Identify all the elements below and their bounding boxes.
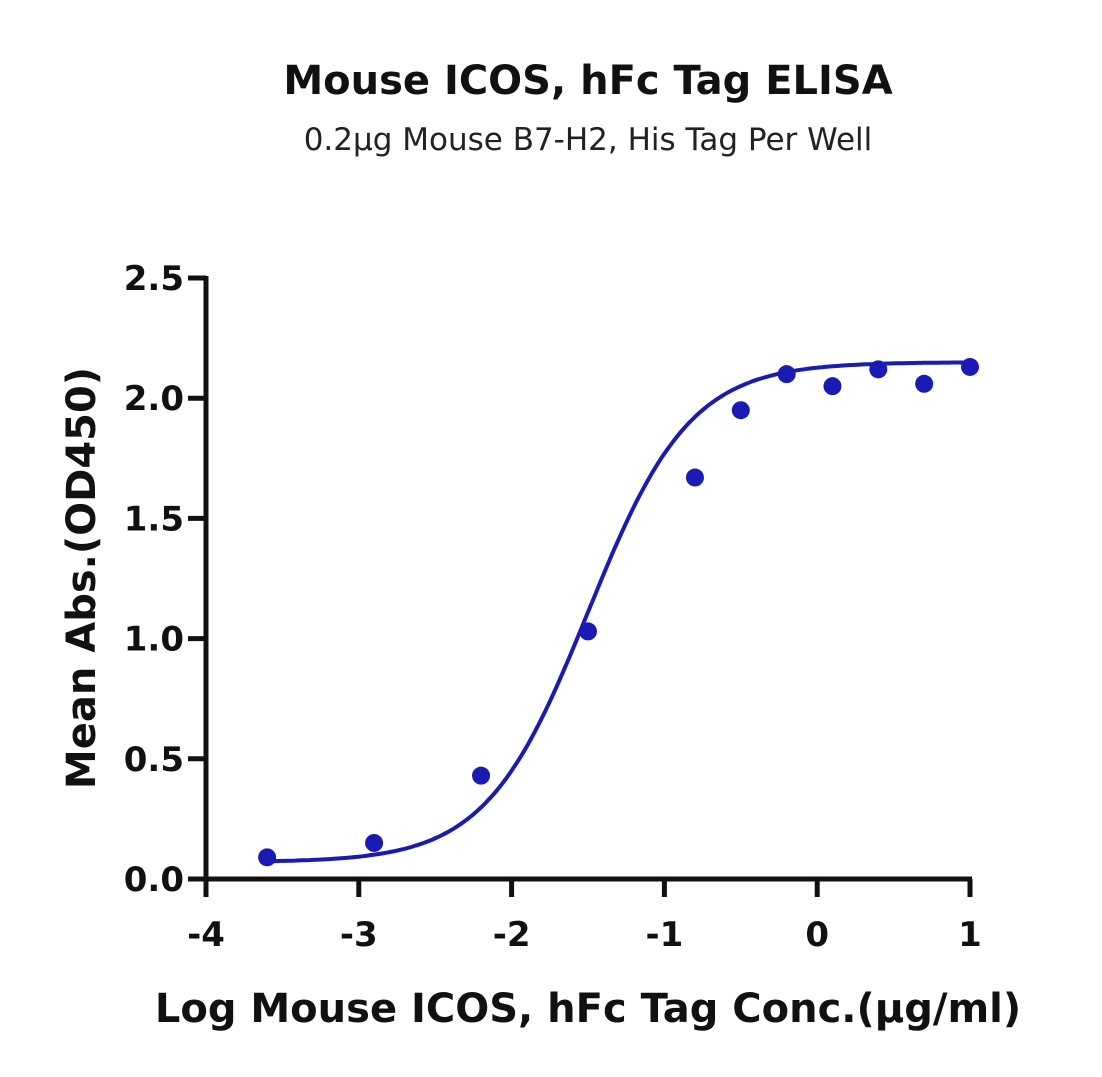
x-axis-label: Log Mouse ICOS, hFc Tag Conc.(µg/ml) [155,986,1021,1032]
y-tick-label: 2.0 [124,379,184,419]
data-point [869,360,888,379]
data-point [685,468,704,487]
y-ticks: 0.0 0.5 1.0 1.5 2.0 2.5 [124,259,206,900]
x-tick-label: -2 [493,915,531,955]
x-ticks: -4 -3 -2 -1 0 1 [187,879,982,955]
data-point [915,374,934,393]
data-point [961,357,979,376]
axes [203,276,972,882]
y-tick-label: 0.5 [124,740,184,780]
chart-subtitle: 0.2µg Mouse B7-H2, His Tag Per Well [304,122,873,158]
fit-curve [267,360,970,864]
y-tick-label: 1.5 [124,499,184,539]
chart-title: Mouse ICOS, hFc Tag ELISA [283,58,892,104]
data-points [258,357,979,867]
x-tick-label: -3 [340,915,378,955]
data-point [258,848,277,867]
y-axis-label: Mean Abs.(OD450) [59,367,105,789]
x-tick-label: 1 [958,915,982,955]
y-tick-label: 0.0 [124,860,184,900]
data-point [823,377,842,396]
x-tick-label: -1 [646,915,684,955]
data-point [472,766,491,785]
data-point [731,401,750,420]
data-point [365,833,384,852]
y-tick-label: 1.0 [124,620,184,660]
y-tick-label: 2.5 [124,259,184,299]
x-tick-label: -4 [187,915,225,955]
data-point [777,365,796,384]
data-point [579,622,597,641]
x-tick-label: 0 [805,915,829,955]
